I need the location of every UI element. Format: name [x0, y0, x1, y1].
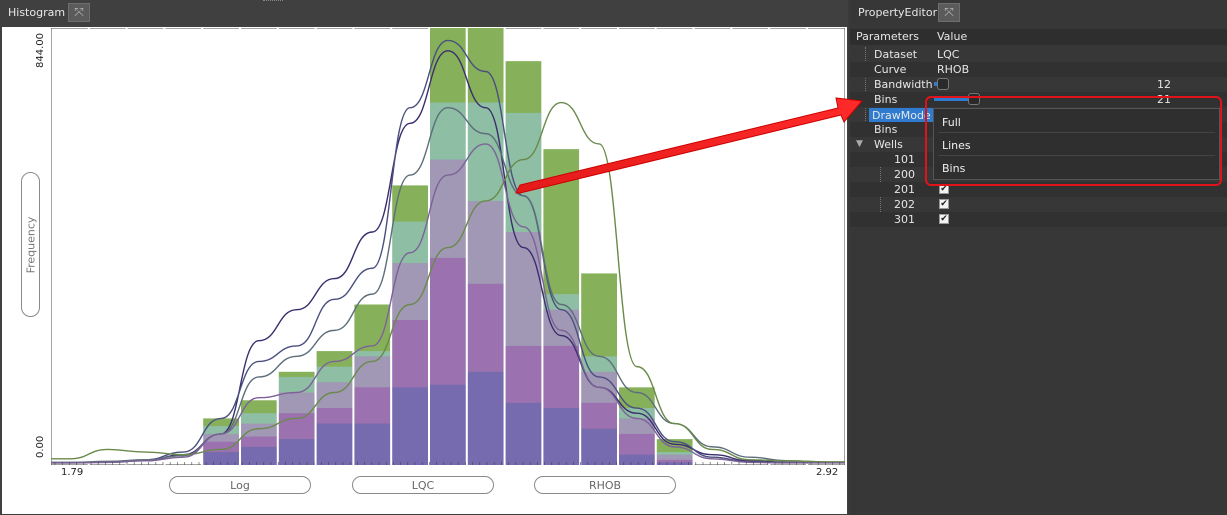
histogram-close-button[interactable]: ⤧: [68, 3, 90, 22]
checkmark-icon: ✔: [940, 198, 948, 209]
well-name: 202: [894, 198, 915, 211]
bandwidth-value: 12: [1157, 78, 1171, 91]
log-button[interactable]: Log: [169, 476, 311, 494]
drawmode-option-full[interactable]: Full: [942, 116, 961, 129]
property-key: Dataset: [874, 48, 918, 61]
property-tree-header: Parameters Value: [850, 29, 1227, 45]
drawmode-option-bins[interactable]: Bins: [942, 162, 966, 175]
histogram-bar-blue: [429, 384, 466, 465]
histogram-bar-blue: [542, 408, 580, 465]
property-key: DrawMode: [872, 109, 931, 122]
property-value: RHOB: [937, 63, 970, 76]
rhob-button[interactable]: RHOB: [534, 476, 676, 494]
drawmode-dropdown: Full Lines Bins: [933, 108, 1220, 180]
annotation-highlight-box: [925, 96, 1222, 186]
splitter-grip[interactable]: [263, 0, 283, 3]
property-editor-title: PropertyEditor: [858, 6, 938, 19]
histogram-bar-blue: [202, 452, 239, 465]
bandwidth-slider-handle[interactable]: [937, 78, 949, 90]
histogram-bar-blue: [316, 423, 353, 465]
well-row-301[interactable]: 301: [850, 212, 1227, 227]
histogram-chart: [51, 28, 845, 465]
well-202-checkbox[interactable]: ✔: [939, 199, 949, 209]
property-row-curve[interactable]: Curve RHOB: [850, 62, 1227, 77]
property-row-bandwidth[interactable]: Bandwidth 12: [850, 77, 1227, 92]
histogram-bar-blue: [240, 446, 277, 465]
histogram-bar-blue: [618, 454, 655, 465]
parameters-column-header[interactable]: Parameters: [856, 30, 919, 43]
dropdown-divider: [938, 132, 1215, 133]
y-max-label: 844.00: [35, 33, 46, 68]
frequency-axis-button[interactable]: Frequency: [21, 172, 40, 317]
property-value: LQC: [937, 48, 960, 61]
density-line-5: [51, 143, 845, 464]
well-name: 301: [894, 213, 915, 226]
well-name: 200: [894, 168, 915, 181]
bandwidth-slider-fill: [934, 82, 937, 86]
property-key: Wells: [874, 138, 903, 151]
close-icon: ⤧: [74, 5, 84, 19]
close-icon: ⤧: [944, 5, 954, 19]
histogram-bar-blue: [580, 428, 617, 465]
y-min-label: 0.00: [35, 435, 46, 458]
property-editor-close-button[interactable]: ⤧: [938, 3, 960, 22]
well-name: 101: [894, 153, 915, 166]
density-line-2: [51, 39, 845, 464]
property-row-drawmode[interactable]: DrawMode: [850, 108, 1227, 123]
histogram-bar-blue: [391, 387, 428, 465]
property-key: Bins: [874, 93, 898, 106]
histogram-bar-blue: [467, 371, 504, 465]
well-name: 201: [894, 183, 915, 196]
property-key: Curve: [874, 63, 907, 76]
histogram-panel-title: Histogram: [8, 6, 66, 19]
well-row-200[interactable]: 200: [850, 167, 1227, 182]
frequency-axis-label: Frequency: [24, 216, 37, 273]
density-line-4: [51, 101, 845, 463]
histogram-bar-blue: [278, 439, 315, 465]
well-row-202[interactable]: 202: [850, 197, 1227, 212]
lqc-button[interactable]: LQC: [352, 476, 494, 494]
density-line-3: [51, 107, 845, 464]
x-max-label: 2.92: [816, 467, 839, 478]
drawmode-selection-highlight: [869, 108, 933, 123]
well-301-checkbox[interactable]: ✔: [939, 214, 949, 224]
value-column-header[interactable]: Value: [937, 30, 968, 43]
histogram-bar-blue: [353, 423, 391, 465]
checkmark-icon: ✔: [940, 213, 948, 224]
checkmark-icon: ✔: [940, 183, 948, 194]
histogram-bar-blue: [505, 402, 542, 465]
property-editor-panel: [850, 0, 1227, 515]
x-min-label: 1.79: [61, 467, 84, 478]
property-row-dataset[interactable]: Dataset LQC: [850, 47, 1227, 62]
dropdown-divider: [938, 155, 1215, 156]
expand-triangle-icon[interactable]: ▼: [856, 139, 863, 149]
property-key: Bins: [874, 123, 898, 136]
drawmode-option-lines[interactable]: Lines: [942, 139, 971, 152]
property-key: Bandwidth: [874, 78, 933, 91]
bins-slider-fill: [934, 97, 970, 101]
